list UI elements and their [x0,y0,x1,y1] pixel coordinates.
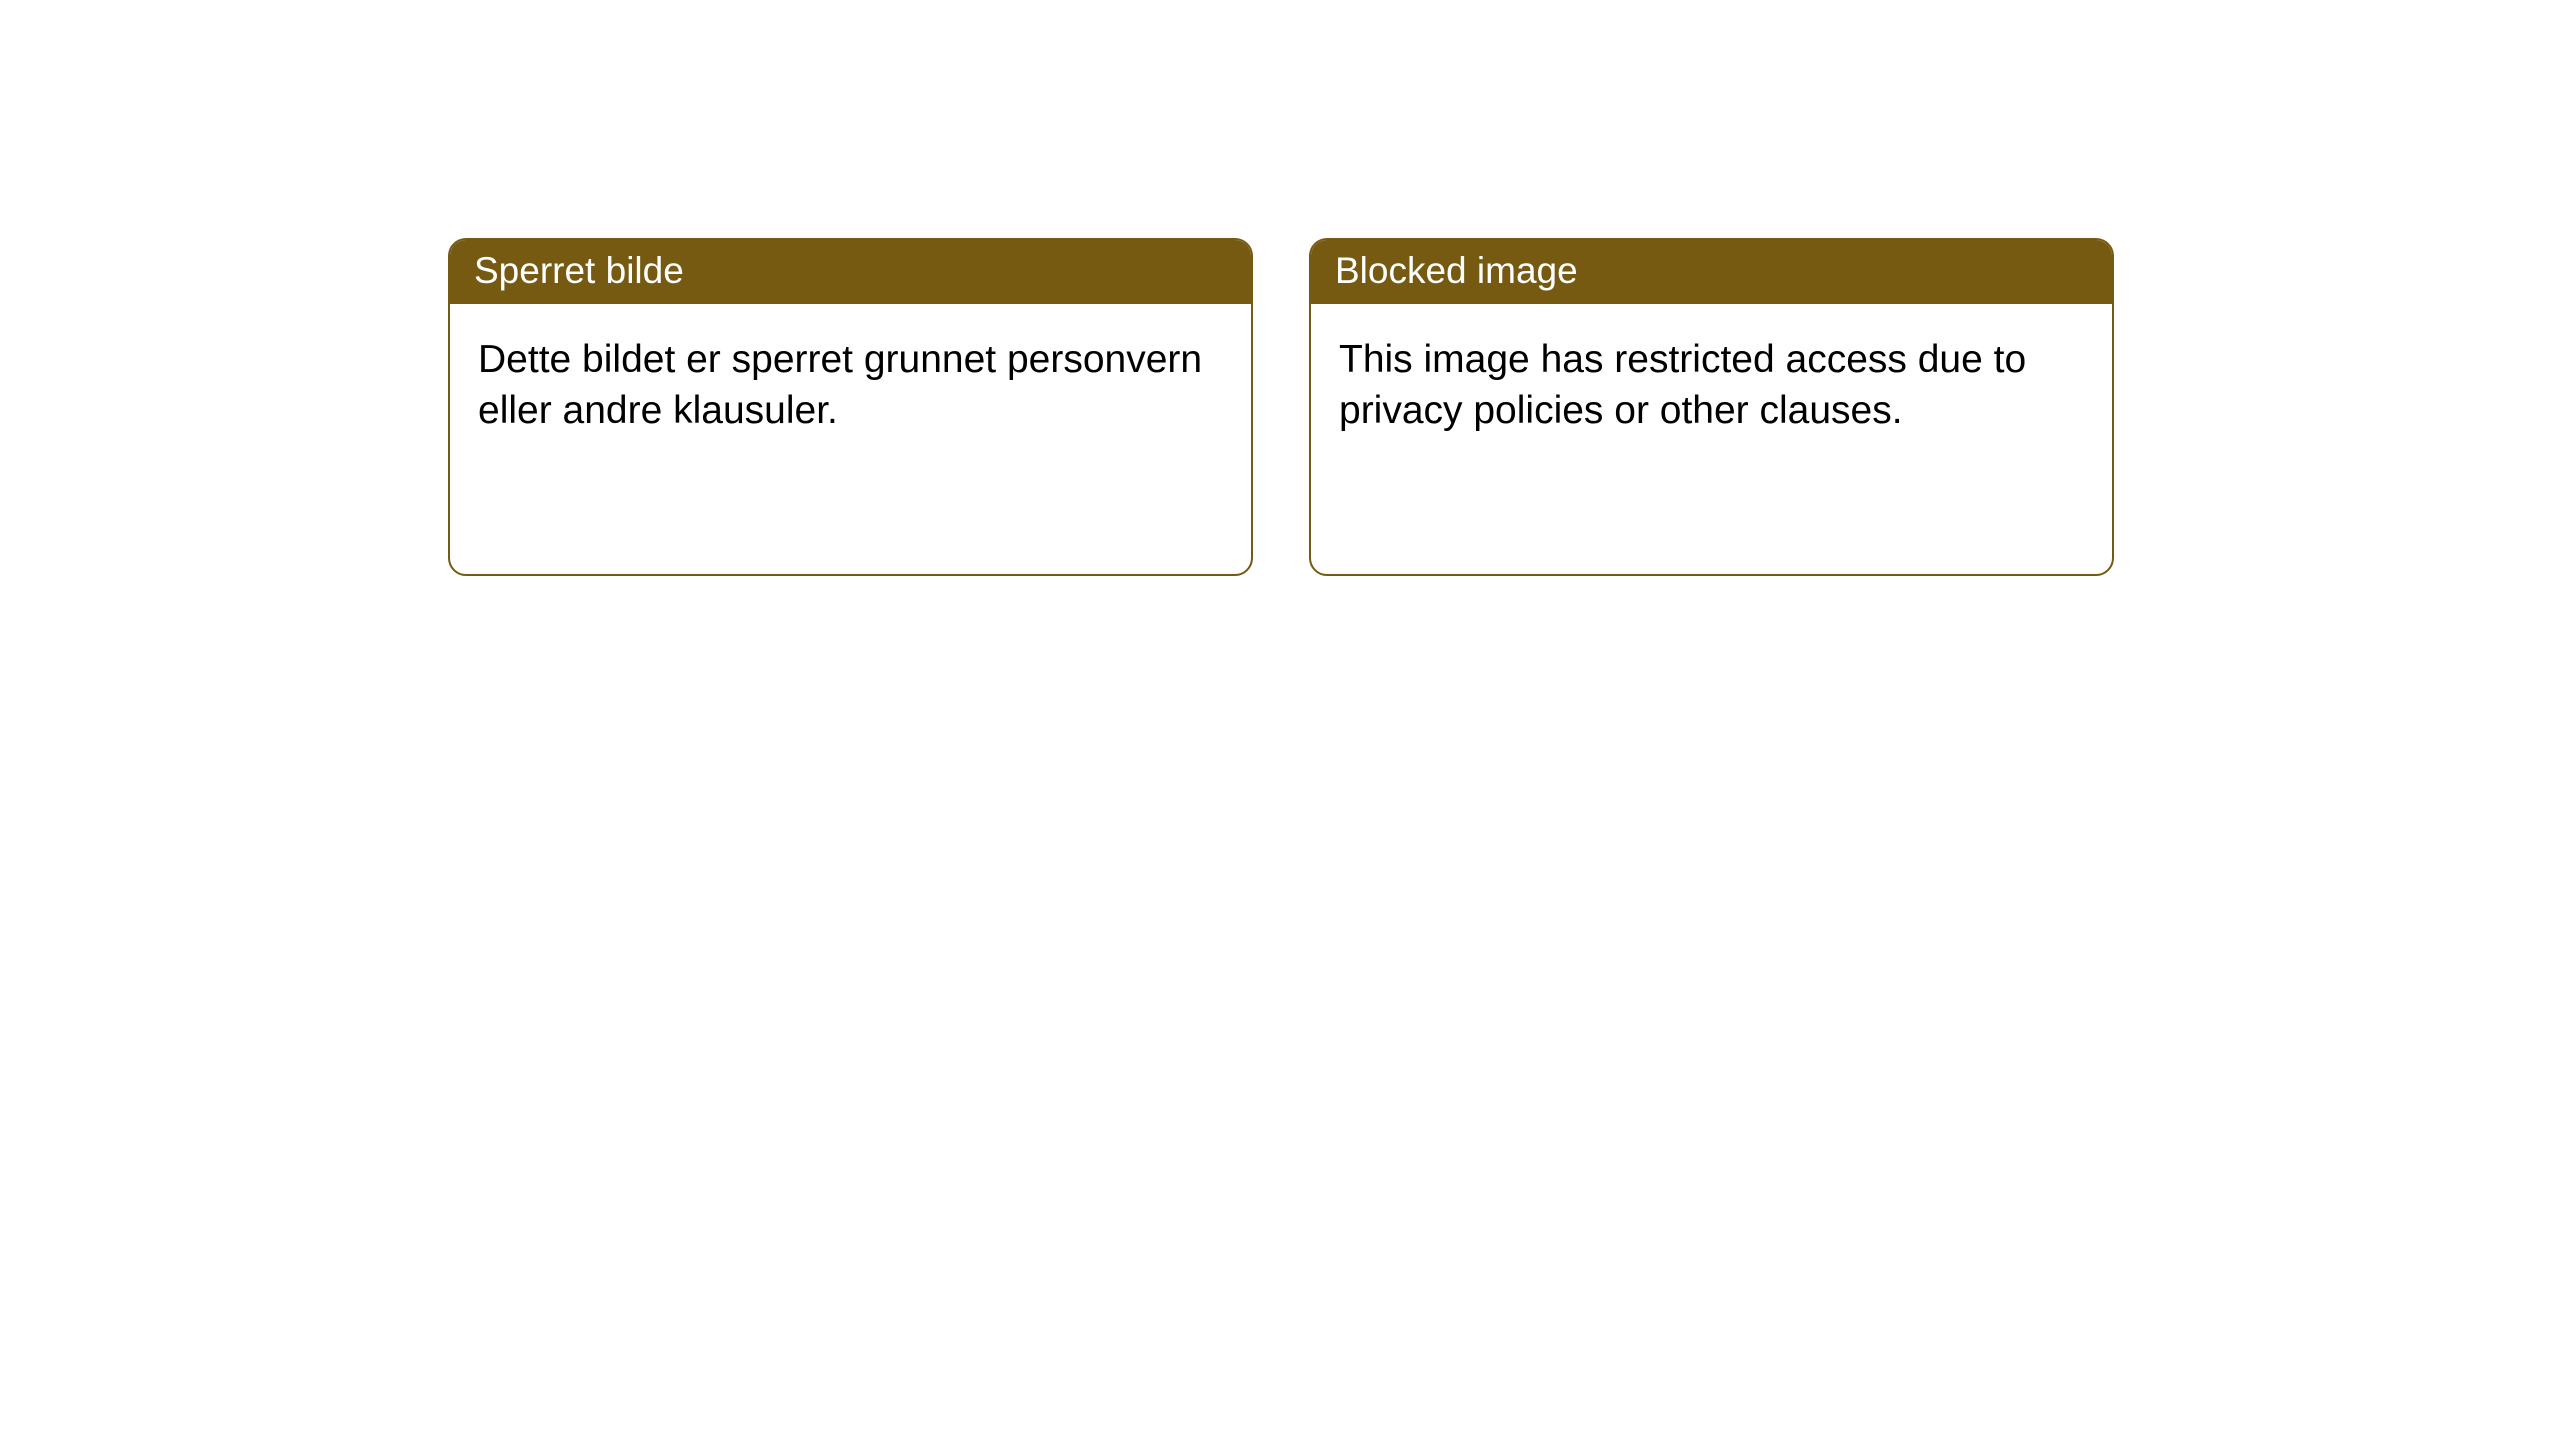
notice-container: Sperret bilde Dette bildet er sperret gr… [0,0,2560,576]
notice-title: Blocked image [1311,240,2112,304]
notice-title: Sperret bilde [450,240,1251,304]
notice-card-english: Blocked image This image has restricted … [1309,238,2114,576]
notice-card-norwegian: Sperret bilde Dette bildet er sperret gr… [448,238,1253,576]
notice-body: Dette bildet er sperret grunnet personve… [450,304,1251,574]
notice-body: This image has restricted access due to … [1311,304,2112,574]
